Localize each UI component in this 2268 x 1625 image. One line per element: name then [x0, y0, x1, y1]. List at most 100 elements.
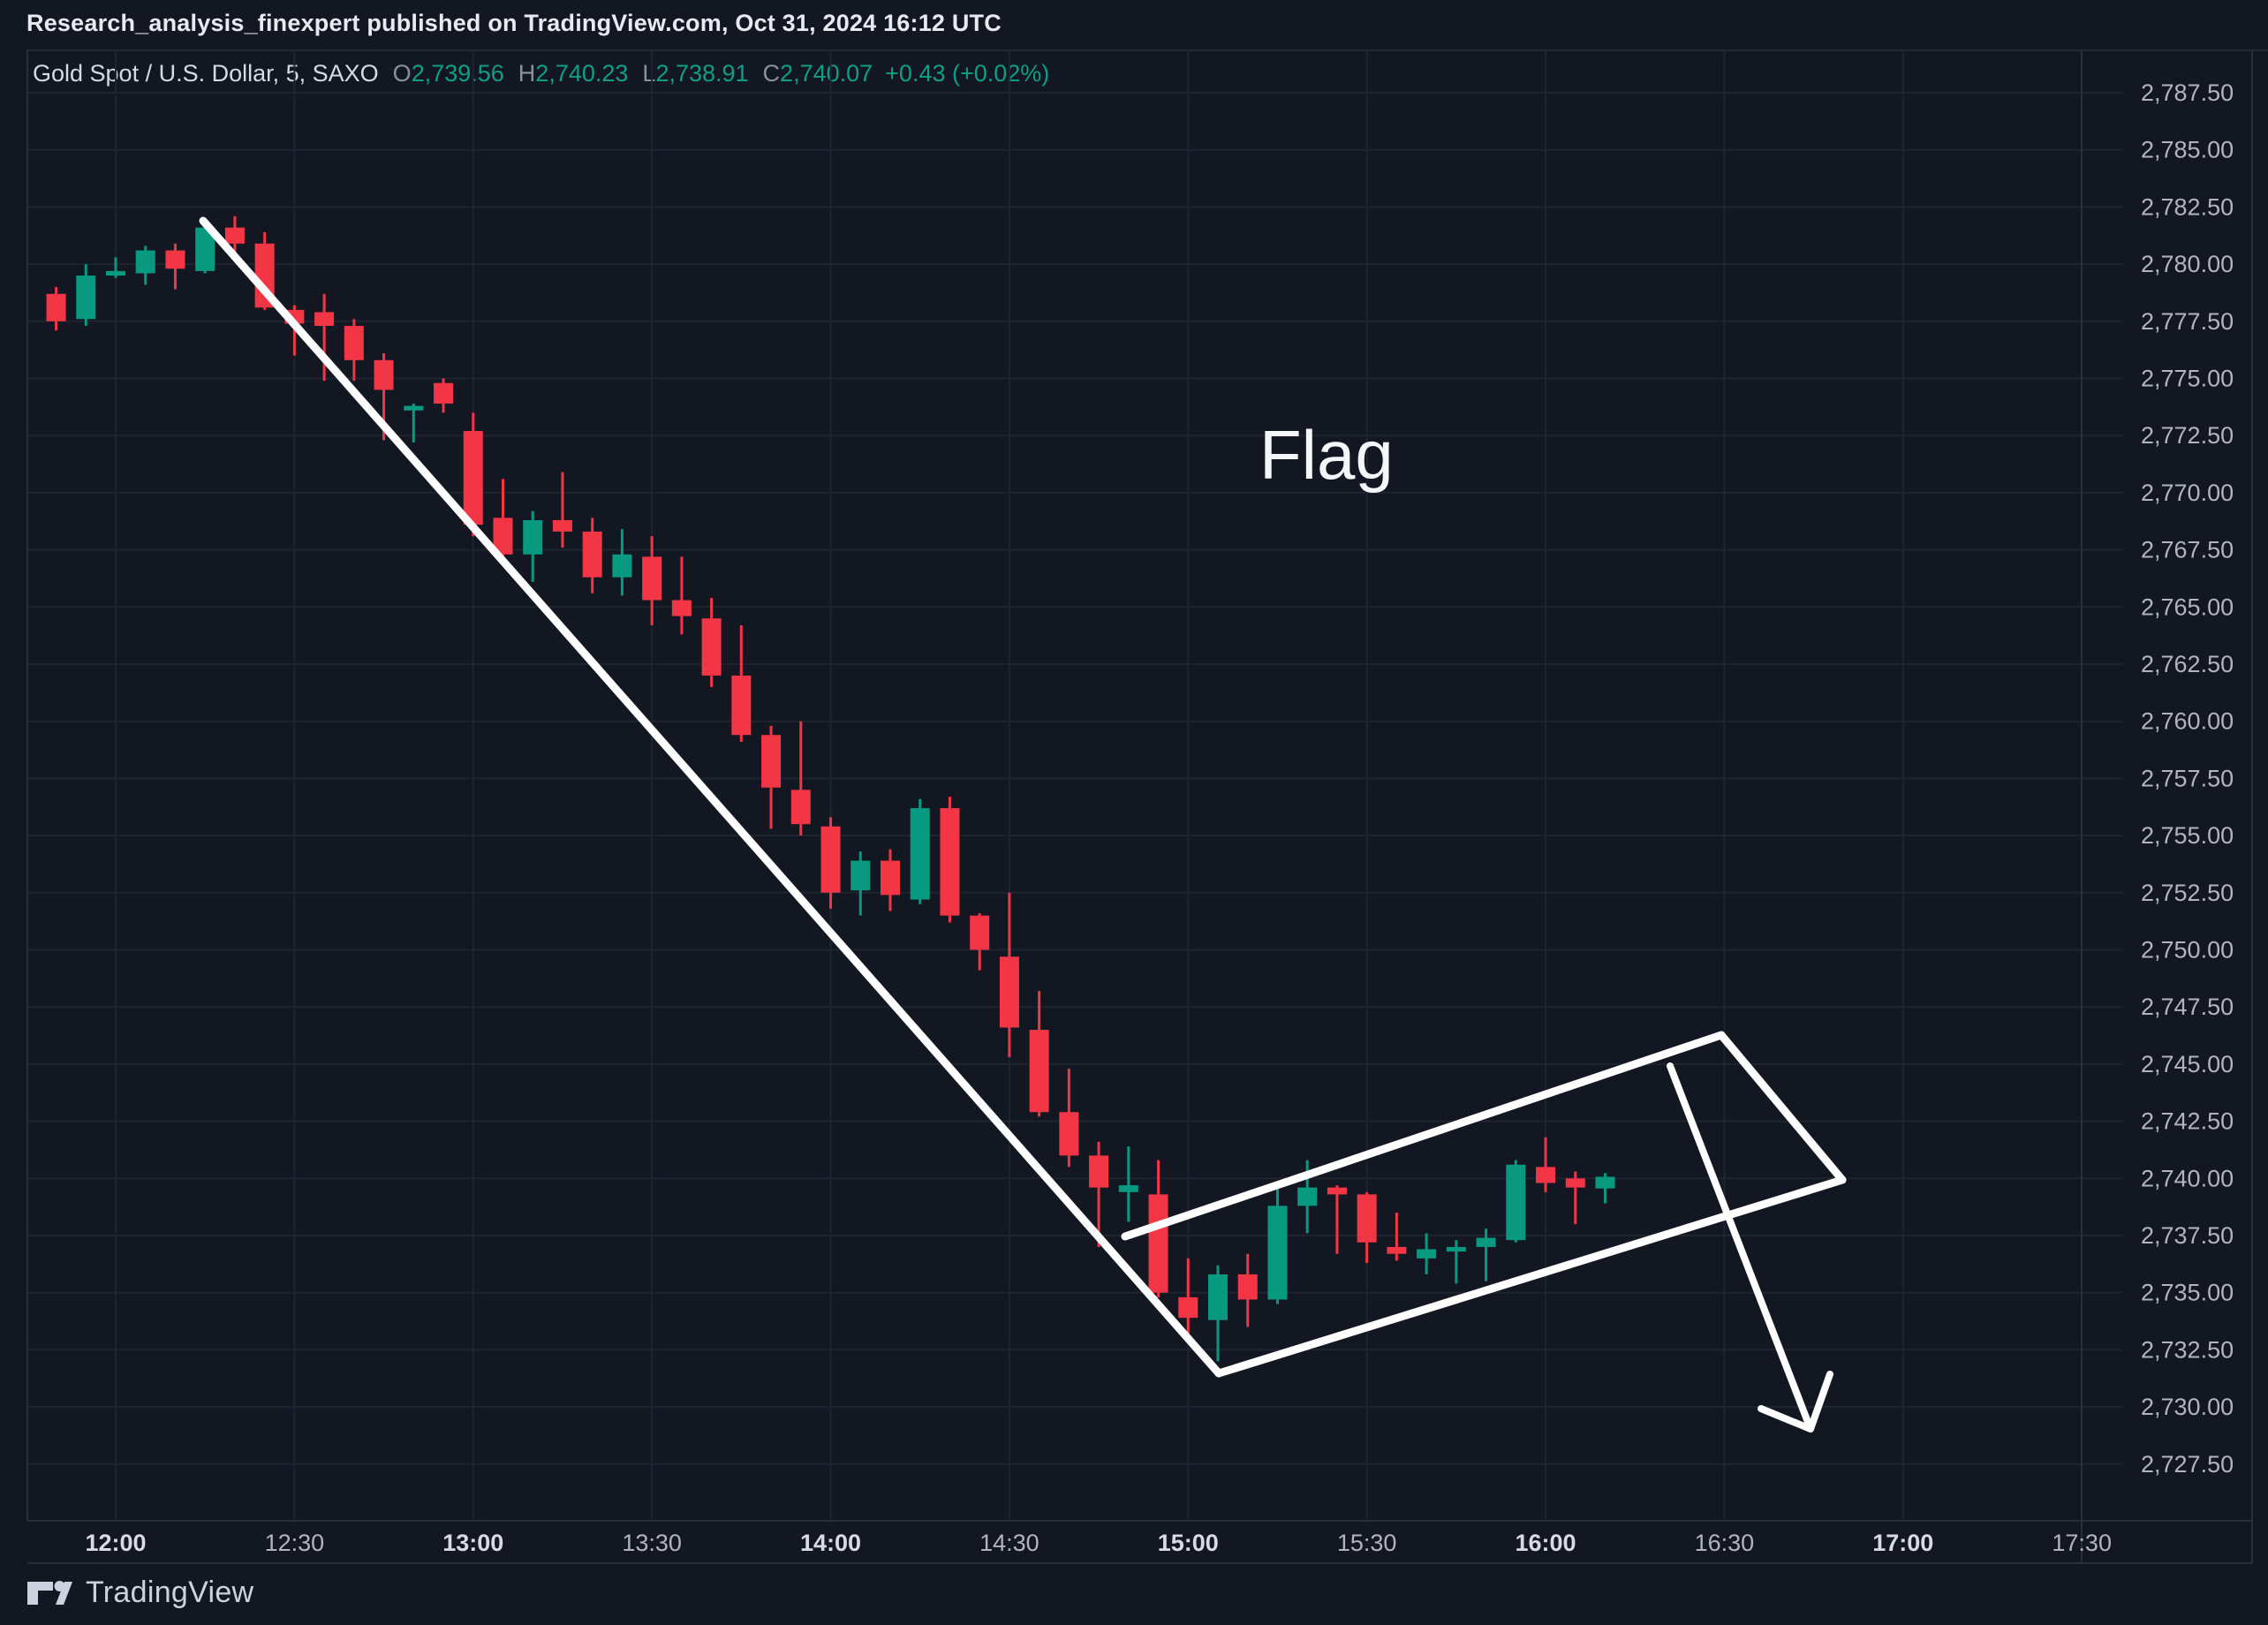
price-axis-label: 2,732.50	[2141, 1336, 2234, 1363]
time-axis-label: 16:00	[1516, 1530, 1576, 1556]
price-axis-label: 2,735.00	[2141, 1280, 2234, 1306]
time-axis-label: 17:30	[2052, 1530, 2112, 1556]
price-axis[interactable]: 2,787.50 2,785.00 2,782.50 2,780.00 2,777.50…	[2141, 79, 2234, 1478]
price-axis-label: 2,785.00	[2141, 137, 2234, 163]
tradingview-logo[interactable]: TradingView	[26, 1576, 253, 1610]
candle	[1536, 1137, 1556, 1192]
candle	[1565, 1171, 1585, 1225]
candle	[1387, 1213, 1407, 1261]
open-value: 2,739.56	[411, 60, 504, 87]
change-value: +0.43 (+0.02%)	[885, 60, 1050, 87]
candle	[552, 472, 572, 548]
price-axis-label: 2,740.00	[2141, 1165, 2234, 1191]
chart-legend: Gold Spot / U.S. Dollar, 5, SAXO O2,739.5…	[33, 60, 1049, 87]
candle	[135, 246, 155, 285]
price-axis-label: 2,772.50	[2141, 422, 2234, 449]
close-label: C	[762, 60, 781, 87]
time-axis-label: 13:30	[622, 1530, 682, 1556]
price-axis-label: 2,752.50	[2141, 880, 2234, 906]
candle	[850, 851, 871, 916]
flag-lower-line	[1214, 1175, 1847, 1378]
candle	[612, 529, 632, 596]
candle	[523, 510, 543, 582]
candle	[1029, 991, 1049, 1117]
candle	[1595, 1173, 1615, 1204]
candle	[463, 412, 483, 537]
candle	[46, 286, 66, 331]
flag-pattern-drawing[interactable]	[199, 216, 1847, 1432]
candle	[1178, 1258, 1198, 1339]
publish-info-bar: Research_analysis_finexpert published on…	[26, 10, 1002, 36]
candle	[970, 913, 990, 971]
price-axis-label: 2,775.00	[2141, 366, 2234, 392]
flag-annotation-label[interactable]: Flag	[1259, 416, 1394, 494]
candle	[1327, 1185, 1347, 1254]
candle	[106, 257, 125, 278]
candle	[165, 243, 185, 290]
high-value: 2,740.23	[535, 60, 629, 87]
candle	[1267, 1187, 1288, 1304]
candle	[1506, 1160, 1526, 1243]
tradingview-logo-icon	[27, 1580, 72, 1605]
candle	[1476, 1228, 1496, 1281]
price-axis-label: 2,762.50	[2141, 651, 2234, 677]
time-axis-label: 13:00	[442, 1530, 503, 1556]
price-axis-label: 2,750.00	[2141, 937, 2234, 964]
candle	[1059, 1069, 1079, 1168]
time-axis-label: 16:30	[1695, 1530, 1755, 1556]
time-axis-label: 12:00	[85, 1530, 146, 1556]
price-axis-label: 2,760.00	[2141, 708, 2234, 735]
time-axis-label: 14:00	[800, 1530, 861, 1556]
candle	[1118, 1146, 1138, 1222]
candle	[1446, 1240, 1466, 1284]
breakdown-arrow-shaft	[1667, 1062, 1814, 1432]
high-label: H	[518, 60, 536, 87]
candle	[1089, 1141, 1109, 1247]
low-value: 2,738.91	[655, 60, 749, 87]
candle	[493, 479, 513, 564]
price-axis-label: 2,765.00	[2141, 593, 2234, 620]
price-axis-label: 2,730.00	[2141, 1394, 2234, 1420]
time-axis-label: 14:30	[979, 1530, 1040, 1556]
flag-upper-line	[1121, 1031, 1847, 1241]
candle	[940, 797, 960, 923]
candle	[761, 725, 782, 829]
candle	[314, 293, 335, 382]
price-axis-label: 2,742.50	[2141, 1108, 2234, 1135]
price-axis-label: 2,780.00	[2141, 251, 2234, 277]
candle	[224, 215, 245, 258]
header-divider	[26, 49, 2268, 51]
price-axis-label: 2,747.50	[2141, 994, 2234, 1020]
candle	[820, 817, 841, 909]
candle	[195, 225, 215, 274]
candles	[46, 215, 1615, 1362]
gridlines	[27, 50, 2122, 1521]
price-axis-label: 2,737.50	[2141, 1222, 2234, 1249]
time-axis-label: 12:30	[265, 1530, 325, 1556]
candle	[1237, 1253, 1258, 1327]
candle	[404, 403, 424, 442]
open-label: O	[392, 60, 412, 87]
candle	[1417, 1233, 1437, 1274]
time-axis[interactable]: 12:00 12:30 13:00 13:30 14:00 14:30 15:00 15:30…	[85, 1530, 2112, 1556]
candle	[1357, 1191, 1377, 1264]
candle	[701, 597, 722, 687]
candle	[671, 556, 692, 635]
price-axis-label: 2,787.50	[2141, 79, 2234, 106]
time-axis-label: 15:30	[1337, 1530, 1397, 1556]
price-axis-label: 2,745.00	[2141, 1051, 2234, 1077]
symbol-title[interactable]: Gold Spot / U.S. Dollar, 5, SAXO	[33, 60, 379, 87]
price-axis-label: 2,777.50	[2141, 308, 2234, 335]
price-axis-label: 2,727.50	[2141, 1451, 2234, 1478]
price-axis-label: 2,767.50	[2141, 537, 2234, 563]
time-axis-label: 15:00	[1158, 1530, 1219, 1556]
candle	[344, 319, 364, 382]
pane-borders	[26, 50, 2253, 1564]
candle	[434, 378, 454, 413]
price-axis-label: 2,770.00	[2141, 480, 2234, 506]
candle	[1208, 1265, 1228, 1362]
candle	[582, 518, 602, 593]
candle	[999, 892, 1019, 1058]
